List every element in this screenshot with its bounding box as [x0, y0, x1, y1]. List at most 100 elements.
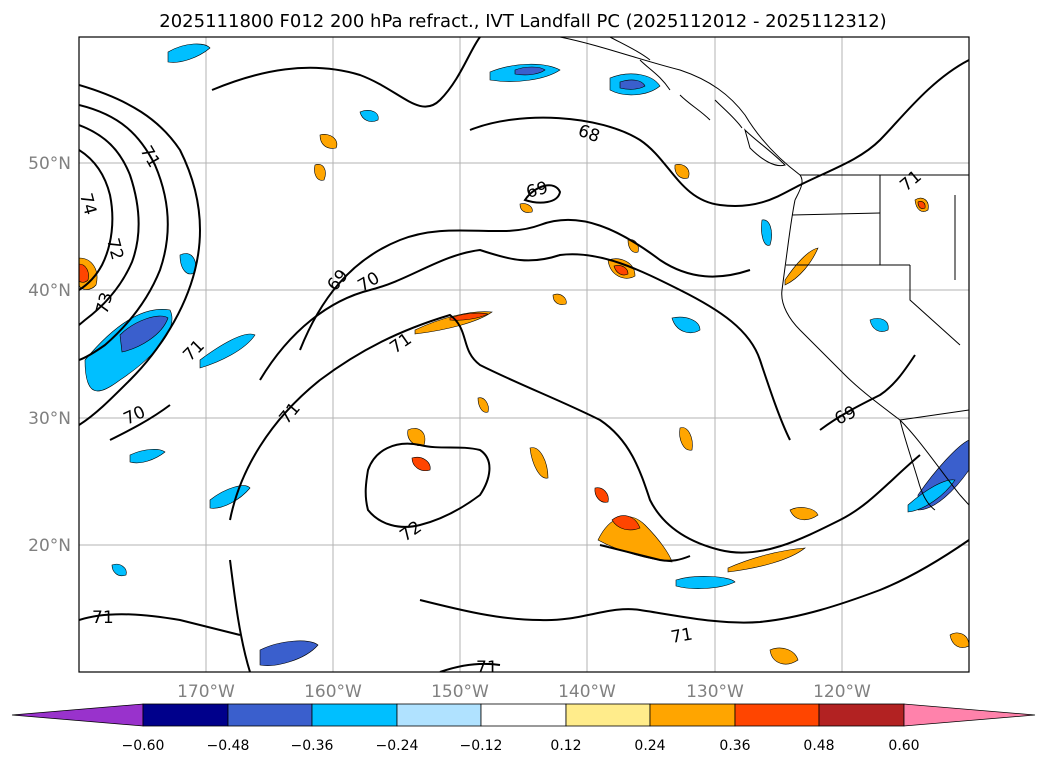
lat-label-40n: 40°N [28, 281, 71, 301]
patch-orange-small3 [519, 203, 533, 213]
colorbar-tick-label: 0.48 [803, 738, 834, 754]
patch-red-landfall [611, 515, 641, 531]
patch-red-mid2 [411, 457, 431, 471]
patch-orange-n4 [789, 507, 819, 520]
map-title: 2025111800 F012 200 hPa refract., IVT La… [159, 11, 886, 32]
graticule [79, 37, 969, 672]
colorbar-segment [649, 703, 736, 727]
patch-red-nevada [917, 201, 926, 209]
patch-blue-coast3 [675, 576, 736, 589]
contour-71-bottom [439, 662, 501, 672]
contour-68 [469, 59, 969, 207]
contour-tail [599, 544, 691, 562]
patch-blue-ca [869, 318, 889, 332]
colorbar-segment [565, 703, 651, 727]
border-nevada-california [909, 265, 961, 346]
longitude-labels: 170°W 160°W 150°W 140°W 130°W 120°W [177, 682, 871, 702]
colorbar-tick-label: 0.24 [634, 738, 665, 754]
patch-blue-coast1 [761, 219, 772, 246]
patch-blue-southwest [209, 485, 251, 509]
patch-darkblue-west [119, 315, 169, 353]
patch-darkblue-north2 [514, 66, 546, 76]
colorbar-segment [734, 703, 820, 727]
lon-label-150w: 150°W [431, 682, 489, 702]
colorbar-segment [480, 703, 567, 727]
colorbar-tick-label: −0.48 [207, 738, 250, 754]
contour-label: 71 [92, 608, 114, 628]
contour-70-small [109, 404, 171, 441]
colorbar-segment [227, 703, 313, 727]
contour-west-3 [79, 124, 140, 326]
coastline-alaska-bc [559, 37, 803, 201]
lon-label-130w: 130°W [686, 682, 744, 702]
contour-72-closed [364, 442, 491, 528]
patch-red-mid5 [594, 487, 609, 503]
lat-label-30n: 30°N [28, 409, 71, 429]
colorbar-tick-label: 0.36 [719, 738, 750, 754]
contour-69-main [211, 37, 751, 351]
patch-orange-small2 [477, 397, 489, 413]
refractivity-contours [79, 37, 969, 672]
patch-blue-coast2 [671, 316, 701, 333]
patch-red-mid1 [449, 312, 489, 321]
patch-orange-n5 [769, 647, 799, 665]
contour-west-2 [79, 104, 169, 361]
contour-label: 71 [476, 658, 498, 678]
colorbar-tick-labels: −0.60 −0.48 −0.36 −0.24 −0.12 0.12 0.24 … [122, 738, 920, 754]
contour-west-4 [79, 149, 114, 291]
patch-orange-mid3 [529, 447, 549, 479]
patch-blue-north1 [167, 43, 211, 63]
lon-label-160w: 160°W [304, 682, 362, 702]
contour-label: 71 [669, 624, 694, 647]
contour-69-small [523, 184, 562, 204]
contour-71-south [229, 539, 969, 672]
colorbar-tick-label: −0.24 [376, 738, 419, 754]
patch-orange-small1 [552, 293, 567, 305]
colorbar-segment [818, 703, 905, 727]
latitude-labels: 50°N 40°N 30°N 20°N [28, 154, 71, 556]
patch-orange-coast [784, 247, 819, 286]
border-us-mexico [899, 409, 969, 421]
colorbar-extend-low [11, 703, 144, 727]
lon-label-170w: 170°W [177, 682, 235, 702]
colorbar-extend-high [903, 703, 1036, 727]
border-alaska-canada [609, 37, 651, 61]
patch-red-mid4 [613, 265, 629, 276]
colorbar-tick-label: 0.12 [550, 738, 581, 754]
map-frame [78, 36, 970, 673]
patch-blue-small2 [129, 449, 166, 464]
colorbar-segment [142, 703, 229, 727]
patch-blue-south [259, 640, 319, 666]
border-washington-oregon [791, 212, 881, 216]
contour-69-coast [819, 354, 916, 431]
patch-blue-small1 [111, 563, 127, 577]
colorbar-tick-label: 0.60 [888, 738, 919, 754]
lat-label-50n: 50°N [28, 154, 71, 174]
patch-orange-n3 [314, 164, 326, 181]
contour-west-1 [79, 84, 201, 426]
colorbar-segment [396, 703, 482, 727]
contour-71-main [229, 313, 921, 554]
patch-orange-se [949, 632, 969, 648]
contour-71-southwest [79, 613, 241, 636]
coastline-baja [899, 419, 936, 511]
colorbar-tick-label: −0.60 [122, 738, 165, 754]
lat-label-20n: 20°N [28, 536, 71, 556]
coastline-west-us [781, 199, 969, 506]
colorbar [11, 703, 1036, 727]
patch-darkblue-north3 [619, 79, 646, 90]
patch-orange-east [727, 547, 806, 573]
patch-orange-n2 [674, 164, 690, 179]
lon-label-140w: 140°W [558, 682, 616, 702]
colorbar-tick-label: −0.12 [460, 738, 503, 754]
colorbar-segment [311, 703, 398, 727]
colorbar-tick-label: −0.36 [291, 738, 334, 754]
coastlines [559, 37, 969, 511]
ivt-filled-patches [79, 43, 969, 666]
contour-label: 74 [75, 191, 100, 217]
patch-blue-tail [199, 333, 256, 369]
patch-blue-mid [359, 110, 379, 122]
patch-blue-se2 [907, 479, 956, 513]
coastline-bc-islands [639, 59, 743, 129]
